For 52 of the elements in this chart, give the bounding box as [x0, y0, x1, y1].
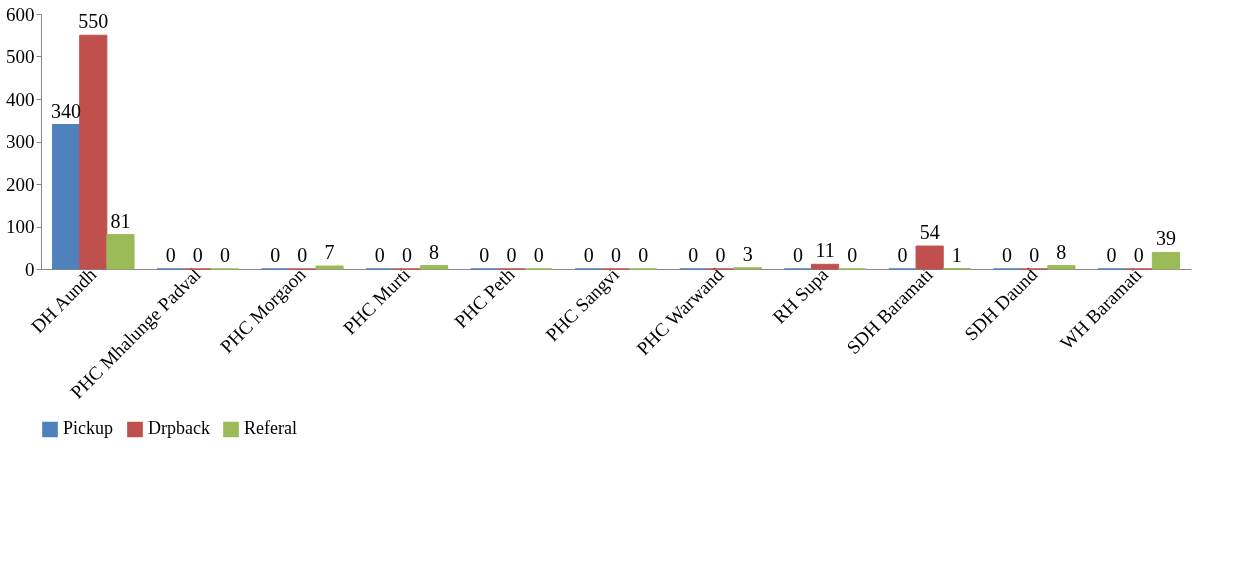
data-label: 8 — [1056, 240, 1067, 263]
data-label: 0 — [270, 244, 281, 266]
y-tick-label: 100 — [6, 216, 35, 237]
data-label: 0 — [1002, 244, 1012, 266]
bar — [811, 263, 840, 270]
data-label: 0 — [374, 244, 385, 266]
data-label: 0 — [688, 244, 699, 266]
data-label: 0 — [1106, 244, 1117, 266]
data-label: 0 — [638, 244, 649, 266]
data-label: 11 — [815, 239, 835, 262]
data-label: 0 — [611, 244, 621, 266]
data-label: 0 — [1133, 244, 1144, 266]
data-label: 3 — [742, 242, 753, 265]
data-label: 0 — [583, 244, 594, 266]
bar — [315, 265, 344, 270]
data-label: 0 — [847, 244, 858, 266]
x-tick-label: RH Supa — [768, 263, 833, 328]
bar — [52, 124, 81, 270]
data-label: 0 — [165, 244, 176, 266]
data-label: 0 — [297, 244, 308, 266]
data-label: 0 — [897, 244, 908, 266]
legend-label: Referal — [244, 418, 297, 439]
legend-label: Drpback — [148, 418, 210, 439]
y-tick-label: 300 — [6, 131, 35, 152]
data-label: 0 — [533, 244, 544, 266]
y-tick-label: 0 — [25, 258, 35, 280]
data-label: 0 — [479, 244, 490, 266]
data-label: 8 — [429, 240, 440, 263]
data-label: 7 — [324, 241, 335, 264]
data-label: 0 — [506, 244, 517, 266]
bar — [420, 265, 449, 270]
data-label: 0 — [1029, 244, 1040, 266]
data-label: 39 — [1155, 227, 1176, 250]
data-label: 1 — [951, 243, 962, 266]
data-label: 81 — [110, 209, 131, 232]
bar — [106, 234, 135, 270]
bar — [1047, 265, 1076, 270]
y-tick-label: 600 — [6, 3, 35, 25]
data-label: 54 — [919, 221, 940, 244]
data-label: 0 — [792, 244, 803, 266]
bar — [915, 245, 944, 270]
data-label: 0 — [220, 244, 230, 266]
bar — [79, 34, 108, 270]
legend-label: Pickup — [63, 418, 114, 439]
y-tick-label: 200 — [6, 173, 35, 195]
data-label: 0 — [192, 244, 203, 266]
bar — [1151, 251, 1180, 270]
data-label: 0 — [401, 244, 412, 266]
data-label: 550 — [78, 10, 109, 33]
data-label: 0 — [715, 244, 726, 266]
y-tick-label: 400 — [6, 88, 35, 110]
y-tick-label: 500 — [6, 46, 35, 67]
